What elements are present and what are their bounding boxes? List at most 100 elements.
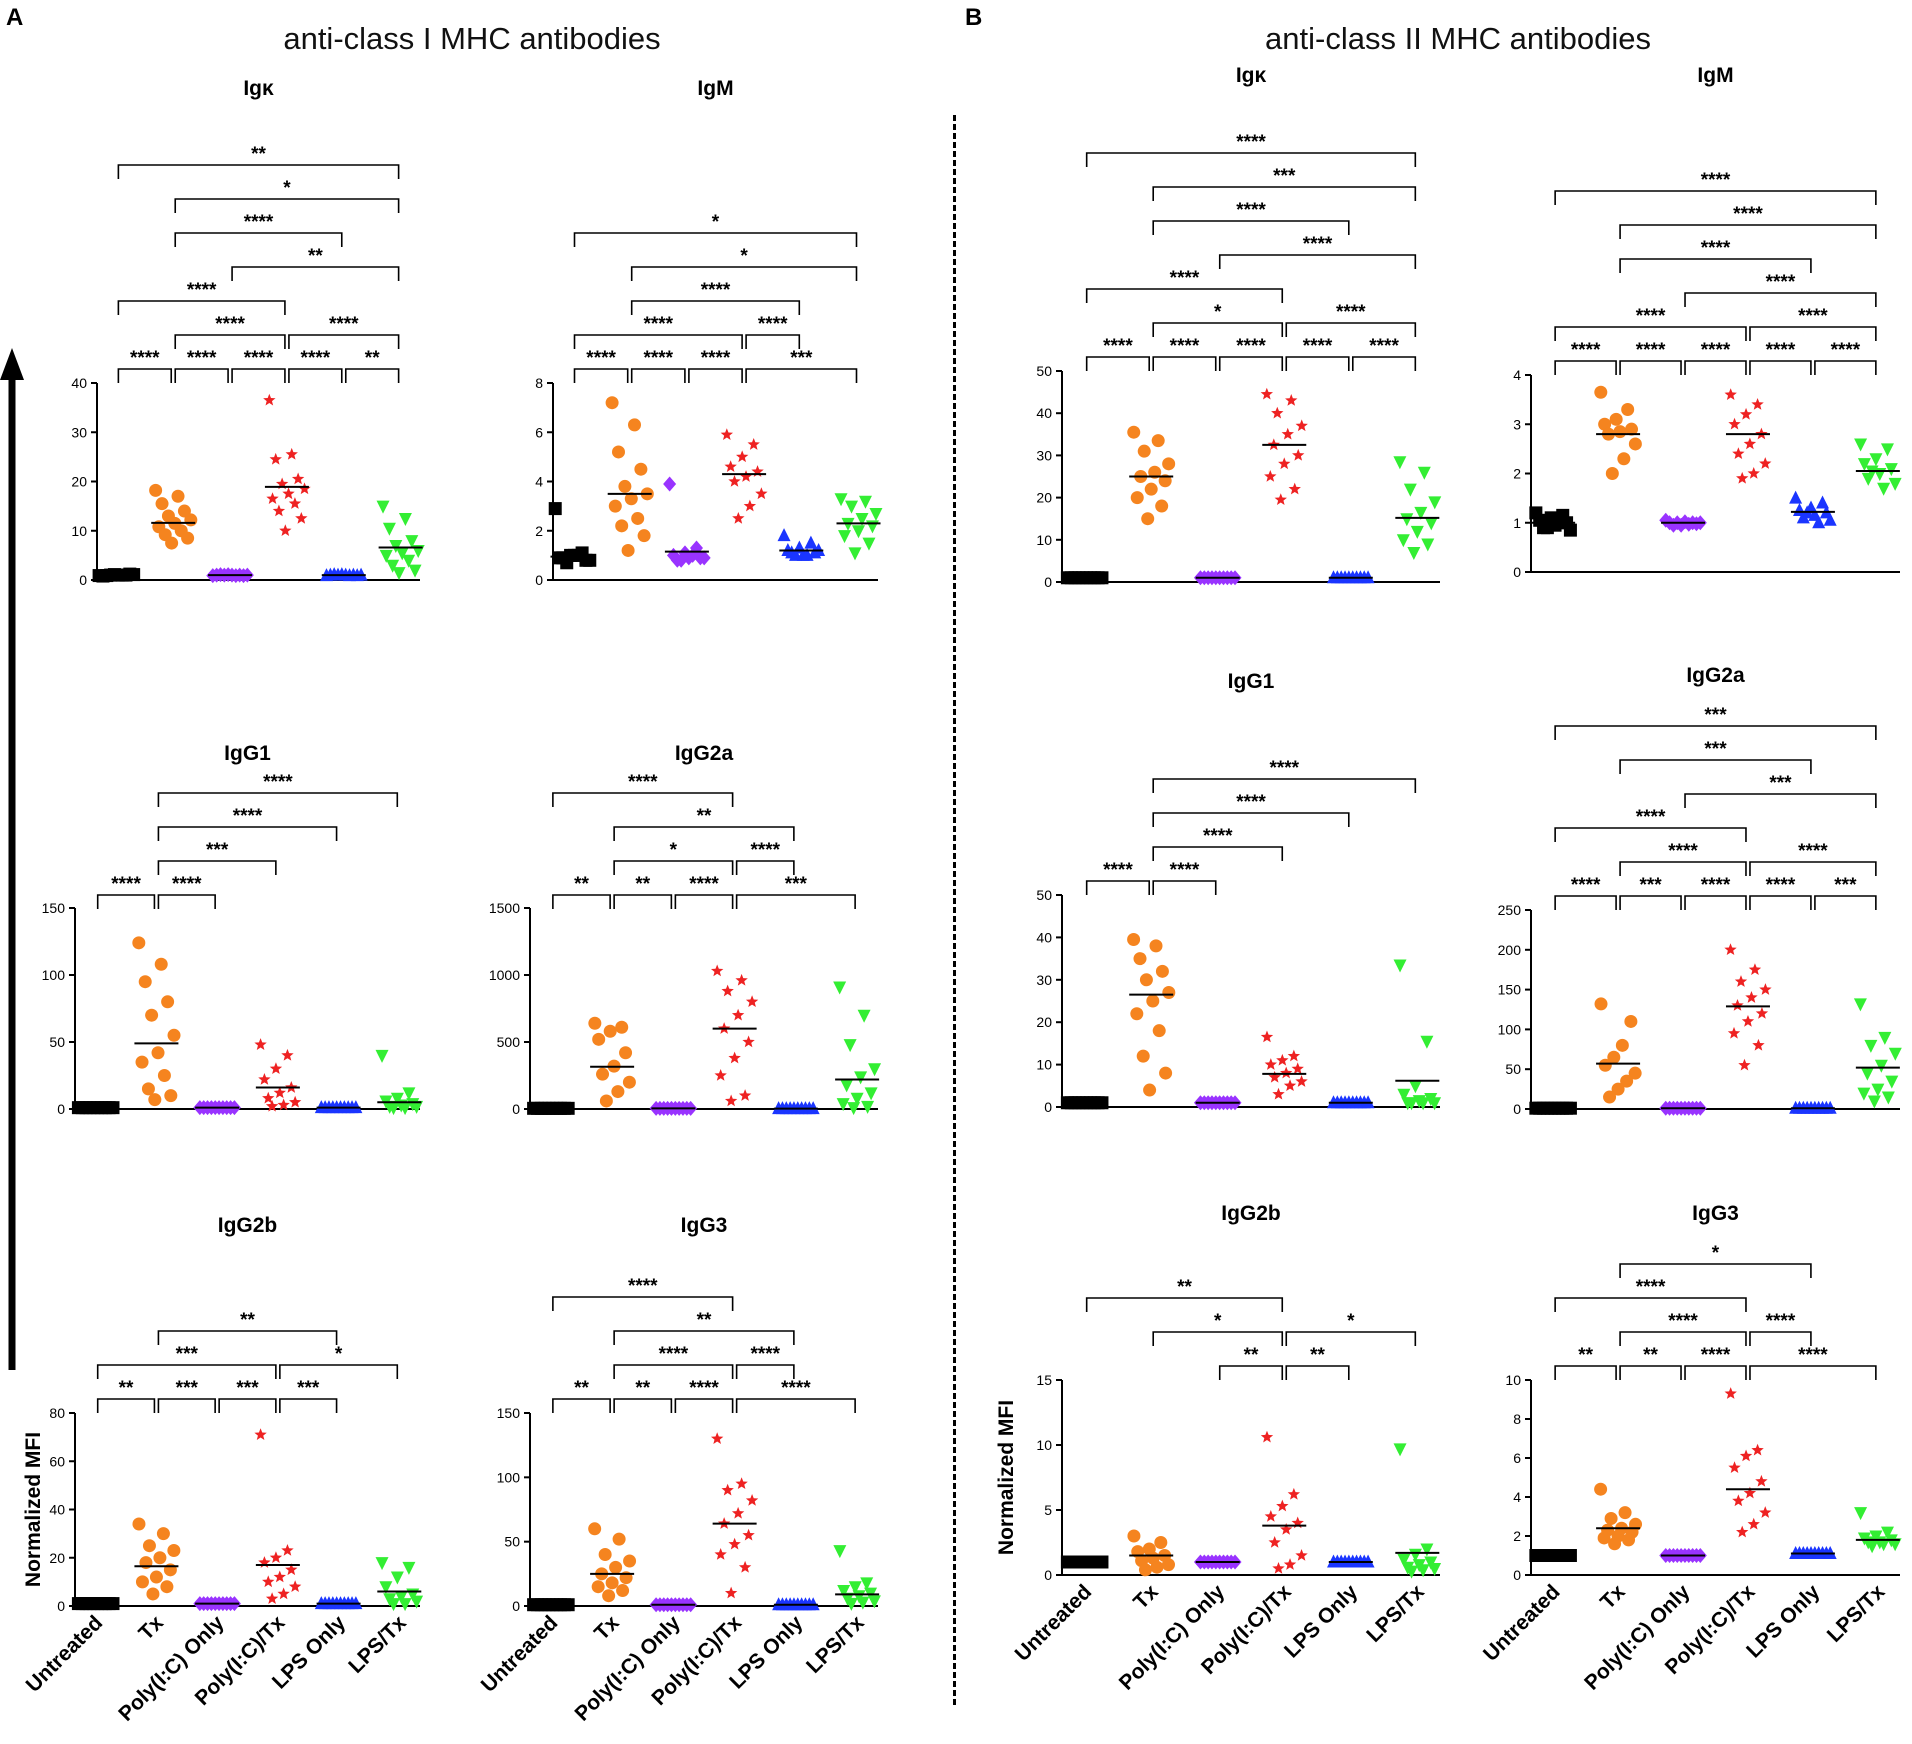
- data-point: [142, 1539, 156, 1553]
- significance-bracket: ****: [1749, 875, 1812, 910]
- bracket-line: [1619, 1331, 1747, 1346]
- y-tick-label: 20: [1036, 490, 1052, 506]
- data-point: [1136, 1049, 1150, 1063]
- data-point: [720, 428, 733, 440]
- significance-bracket: ****: [573, 314, 743, 349]
- bracket-line: [1085, 356, 1151, 371]
- data-point: [1428, 1563, 1442, 1576]
- data-point: [1741, 1014, 1755, 1027]
- bracket-line: [1749, 1365, 1877, 1380]
- significance-label: *: [1214, 1311, 1222, 1332]
- significance-bracket: ****: [1684, 1345, 1747, 1380]
- significance-bracket: *: [1285, 1311, 1417, 1346]
- bracket-line: [573, 368, 629, 383]
- significance-bracket: ****: [288, 314, 400, 349]
- data-point: [1396, 534, 1410, 548]
- data-point: [615, 519, 629, 533]
- y-tick-label: 50: [1036, 363, 1052, 379]
- series-tx: [132, 936, 181, 1107]
- significance-bracket: ****: [1554, 170, 1877, 205]
- data-point: [281, 1048, 294, 1061]
- x-tick-label: Tx: [1596, 1580, 1630, 1614]
- bracket-line: [1619, 1365, 1682, 1380]
- series-untreated: [527, 1101, 575, 1115]
- y-tick-label: 3: [1513, 416, 1521, 432]
- data-point: [132, 1517, 146, 1531]
- significance-label: ****: [1636, 340, 1666, 361]
- significance-bracket: **: [1085, 1277, 1284, 1312]
- series-lps-only: [314, 1596, 363, 1610]
- x-tick-label: Tx: [1129, 1580, 1163, 1614]
- significance-label: ****: [1236, 200, 1266, 221]
- significance-label: ****: [1336, 302, 1366, 323]
- y-tick-label: 30: [71, 424, 87, 440]
- significance-label: ****: [1701, 340, 1731, 361]
- bracket-line: [613, 1398, 673, 1413]
- data-point: [747, 438, 760, 450]
- data-point: [1143, 1083, 1157, 1097]
- series-lps-only: [1789, 490, 1837, 529]
- series-tx: [588, 1522, 637, 1603]
- series-untreated: [527, 1598, 575, 1612]
- data-point: [1755, 1474, 1768, 1487]
- bracket-line: [279, 1398, 338, 1413]
- significance-bracket: ****: [735, 1378, 856, 1413]
- data-point: [588, 1522, 602, 1536]
- significance-bracket: ****: [1749, 306, 1877, 341]
- series-poly-i-c-only: [1193, 1095, 1242, 1111]
- data-point: [847, 1102, 861, 1116]
- data-point: [1594, 385, 1608, 399]
- significance-bracket: ****: [1684, 875, 1747, 910]
- data-point: [410, 1595, 424, 1609]
- significance-bracket: ****: [1085, 268, 1284, 303]
- data-point: [1264, 1510, 1278, 1522]
- series-lps-tx: [833, 981, 882, 1116]
- bracket-line: [1218, 254, 1417, 269]
- data-point: [1736, 1525, 1749, 1538]
- significance-label: ***: [297, 1378, 320, 1399]
- data-point: [1615, 1038, 1629, 1052]
- data-point: [728, 1537, 741, 1550]
- x-tick-label: LPS/Tx: [1362, 1580, 1429, 1647]
- significance-bracket: ****: [1554, 1277, 1747, 1312]
- significance-bracket: ***: [1554, 705, 1877, 740]
- data-point: [1869, 453, 1883, 467]
- y-tick-label: 150: [1498, 982, 1522, 998]
- significance-bracket: *: [279, 1344, 399, 1379]
- data-point: [1416, 1564, 1430, 1578]
- data-point: [1280, 1066, 1293, 1079]
- data-point: [1152, 1024, 1166, 1038]
- significance-bracket: ***: [1619, 875, 1682, 910]
- y-tick-label: 40: [1036, 929, 1052, 945]
- significance-bracket: ***: [96, 1344, 277, 1379]
- bracket-line: [674, 1398, 734, 1413]
- data-point: [1540, 521, 1554, 535]
- data-point: [591, 1580, 605, 1594]
- data-point: [1736, 471, 1749, 484]
- data-point: [1598, 417, 1612, 431]
- bracket-line: [174, 198, 400, 213]
- y-tick-label: 100: [497, 1469, 521, 1485]
- data-point: [1127, 425, 1141, 439]
- series-poly-i-c-tx: [263, 393, 311, 537]
- data-point: [272, 504, 286, 517]
- data-point: [860, 1577, 874, 1591]
- data-point: [141, 1082, 155, 1096]
- data-point: [277, 1587, 290, 1600]
- series-tx: [1594, 997, 1642, 1104]
- x-tick-label: LPS/Tx: [802, 1611, 869, 1678]
- significance-bracket: **: [1285, 1345, 1350, 1380]
- data-point: [1421, 538, 1435, 552]
- series-lps-tx: [833, 1545, 881, 1611]
- significance-bracket: ***: [157, 840, 277, 875]
- data-point: [1283, 1079, 1297, 1092]
- data-point: [387, 1598, 401, 1612]
- significance-label: ****: [689, 1378, 719, 1399]
- significance-bracket: ****: [1684, 340, 1747, 375]
- significance-bracket: ****: [1152, 792, 1350, 827]
